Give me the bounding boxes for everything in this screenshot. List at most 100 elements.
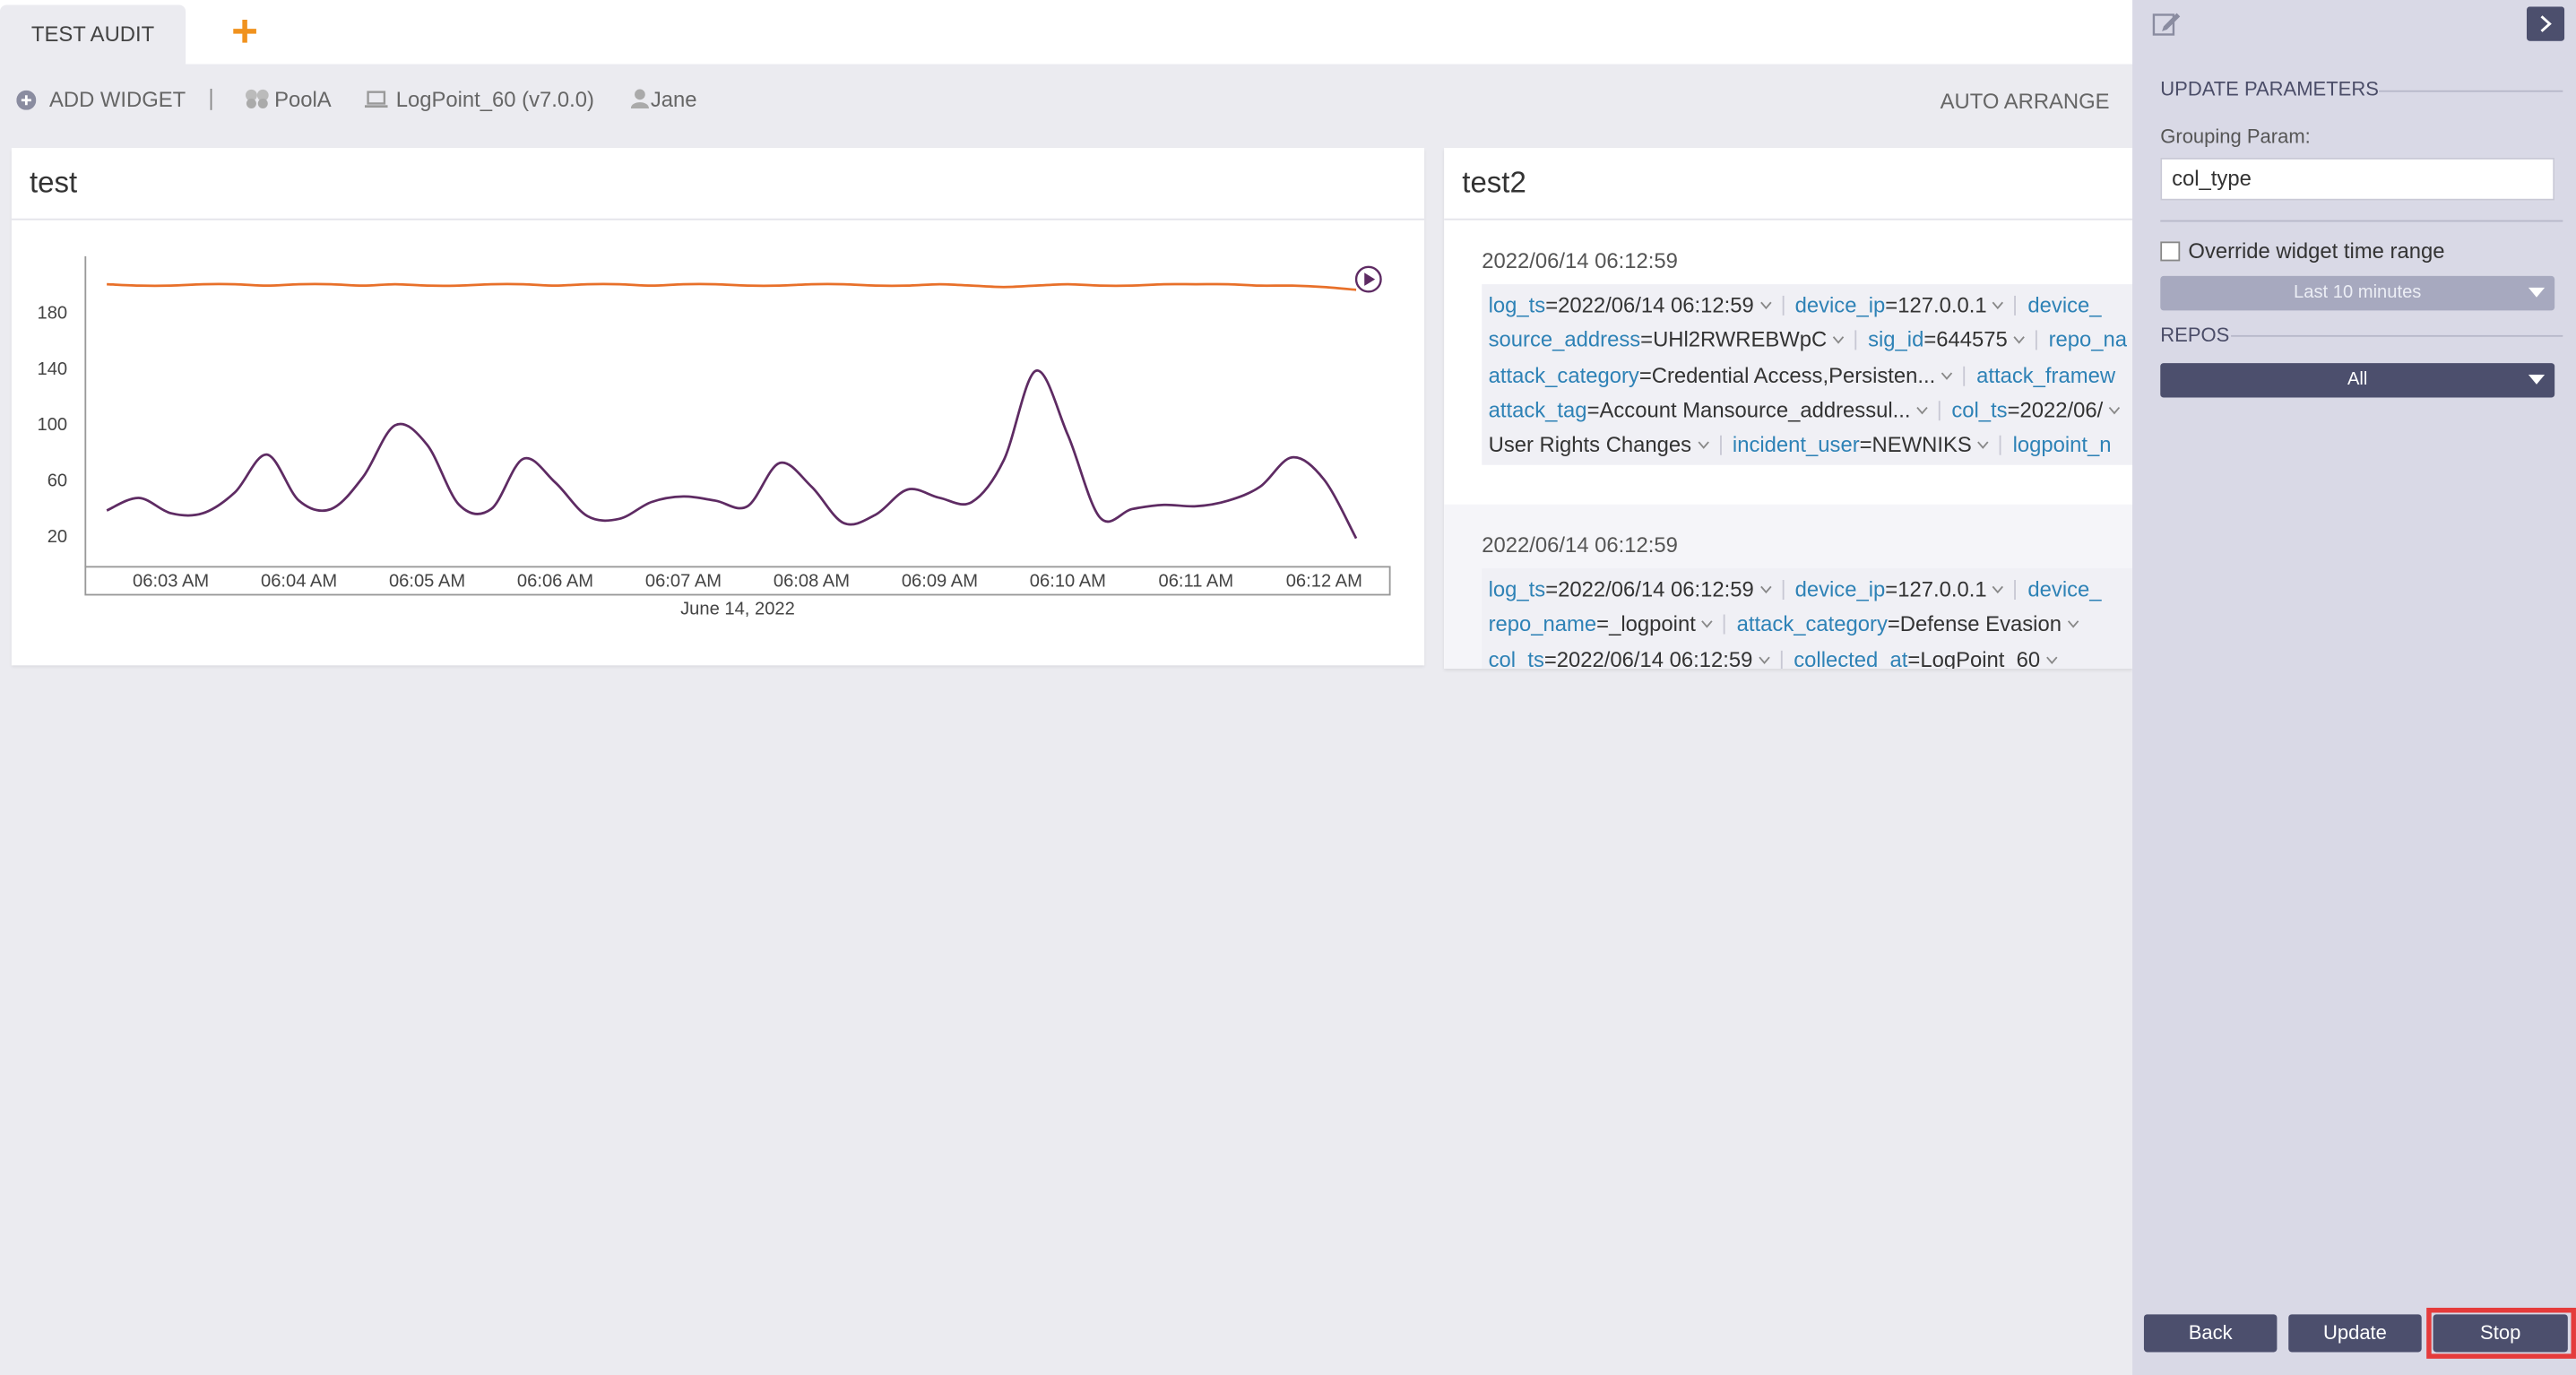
section-title: REPOS: [2160, 324, 2230, 347]
field-menu[interactable]: [1941, 370, 1954, 380]
checkbox[interactable]: [2160, 241, 2181, 262]
field-value: =Credential Access,Persisten...: [1638, 362, 1936, 387]
x-tick-label: 06:06 AM: [517, 571, 593, 591]
log-line: attack_category=Credential Access,Persis…: [1489, 358, 2132, 393]
update-button[interactable]: Update: [2288, 1314, 2422, 1353]
user-icon: [630, 89, 649, 108]
add-widget[interactable]: ADD WIDGET: [48, 87, 186, 112]
edit-icon[interactable]: [2152, 10, 2182, 38]
field-key[interactable]: device_: [2027, 576, 2102, 601]
field-menu[interactable]: [1758, 655, 1771, 665]
log-timestamp: 2022/06/14 06:12:59: [1482, 247, 1678, 273]
log-field: source_address=UHl2RWREBWpC: [1489, 323, 1852, 358]
field-key[interactable]: log_ts: [1488, 576, 1546, 601]
log-line: User Rights Changes incident_user=NEWNIKS…: [1489, 428, 2132, 463]
log-field: attack_category=Credential Access,Persis…: [1489, 358, 1960, 393]
field-key[interactable]: log_ts: [1488, 292, 1546, 317]
field-key[interactable]: collected_at: [1794, 646, 1908, 669]
field-menu[interactable]: [1976, 441, 1990, 451]
pool[interactable]: PoolA: [274, 87, 332, 112]
logpoint[interactable]: LogPoint_60 (v7.0.0): [395, 87, 594, 112]
field-key[interactable]: attack_framew: [1976, 362, 2116, 387]
field-key[interactable]: device_: [2027, 292, 2102, 317]
log-field: collected_at=LogPoint_60: [1780, 648, 2065, 669]
user[interactable]: Jane: [650, 87, 697, 112]
chevron: [1977, 441, 1989, 450]
field-key[interactable]: repo_name: [1488, 611, 1597, 636]
log-field: attack_framew: [1963, 364, 2115, 385]
field-key[interactable]: attack_category: [1488, 362, 1639, 387]
field-key[interactable]: attack_tag: [1488, 397, 1587, 422]
time-range-select[interactable]: Last 10 minutes: [2160, 275, 2555, 311]
y-tick-label: 60: [48, 471, 67, 491]
dropdown-arrow: [2528, 374, 2546, 385]
chevron: [1916, 406, 1928, 415]
field-menu[interactable]: [1915, 406, 1929, 416]
rule: [2231, 334, 2563, 337]
y-tick-label: 100: [38, 415, 68, 435]
field-key[interactable]: repo_na: [2048, 327, 2128, 352]
field-value: =_logpoint: [1596, 611, 1696, 636]
field-value: =2022/06/14 06:12:59: [1545, 292, 1754, 317]
field-key[interactable]: col_ts: [1488, 646, 1544, 669]
y-tick-label: 20: [48, 527, 67, 547]
x-axis-label: June 14, 2022: [680, 600, 795, 619]
log-fields: log_ts=2022/06/14 06:12:59 device_ip=127.…: [1482, 284, 2133, 466]
field-menu[interactable]: [1700, 620, 1714, 630]
chevron: [1701, 620, 1713, 629]
field-menu[interactable]: [1759, 300, 1772, 310]
checkbox-label: Override widget time range: [2188, 238, 2445, 264]
field-menu[interactable]: [1697, 441, 1710, 451]
pool-icon: [246, 89, 269, 108]
field-value: =2022/06/14 06:12:59: [1543, 646, 1753, 669]
field-menu[interactable]: [2108, 406, 2122, 416]
field-key[interactable]: col_ts: [1951, 397, 2008, 422]
chevron: [2013, 336, 2025, 345]
log-line: log_ts=2022/06/14 06:12:59 device_ip=127.…: [1489, 572, 2132, 607]
field-menu[interactable]: [2066, 620, 2079, 630]
log-line: source_address=UHl2RWREBWpC sig_id=644575…: [1489, 323, 2132, 358]
chevron: [1941, 371, 1953, 380]
field-menu[interactable]: [1759, 585, 1772, 595]
log-field: device_: [2014, 294, 2102, 316]
stop-button[interactable]: Stop: [2433, 1314, 2568, 1353]
device-icon: [364, 91, 388, 108]
log-timestamp: 2022/06/14 06:12:59: [1482, 532, 1678, 558]
field-menu[interactable]: [1832, 335, 1846, 345]
x-tick-label: 06:10 AM: [1030, 571, 1106, 591]
auto-arrange[interactable]: AUTO ARRANGE: [1940, 88, 2110, 114]
field-menu[interactable]: [1992, 585, 2005, 595]
log-field: device_: [2014, 578, 2102, 601]
y-tick-label: 140: [38, 359, 68, 379]
chevron: [1832, 336, 1845, 345]
log-entry: 2022/06/14 06:12:59 log_ts=2022/06/14 06:…: [1482, 532, 2133, 669]
chevron: [1993, 585, 2004, 594]
field-key[interactable]: incident_user: [1732, 432, 1860, 457]
back-button[interactable]: Back: [2143, 1314, 2278, 1353]
x-tick-label: 06:08 AM: [774, 571, 850, 591]
grouping-input[interactable]: col_type: [2160, 157, 2555, 201]
tab[interactable]: TEST AUDIT: [0, 4, 186, 65]
field-key[interactable]: source_address: [1488, 327, 1641, 352]
repos-select[interactable]: All: [2160, 363, 2555, 398]
field-menu[interactable]: [2012, 335, 2026, 345]
line-series: [107, 282, 1357, 291]
log-field: device_ip=127.0.0.1: [1781, 294, 2011, 316]
field-key[interactable]: attack_category: [1736, 611, 1888, 636]
rule: [2379, 90, 2563, 92]
field-menu[interactable]: [2045, 655, 2059, 665]
field-key[interactable]: device_ip: [1794, 292, 1886, 317]
field-value: =127.0.0.1: [1885, 292, 1987, 317]
field-key[interactable]: device_ip: [1794, 576, 1886, 601]
add-tab[interactable]: [231, 18, 257, 44]
highlight: [2426, 1307, 2576, 1359]
collapse-button[interactable]: [2527, 6, 2565, 41]
chevron: [2067, 620, 2079, 629]
field-key[interactable]: logpoint_n: [2012, 432, 2112, 457]
log-fields: log_ts=2022/06/14 06:12:59 device_ip=127.…: [1482, 568, 2133, 669]
field-key[interactable]: sig_id: [1868, 327, 1924, 352]
field-value: =2022/06/14 06:12:59: [1545, 576, 1754, 601]
field-menu[interactable]: [1992, 300, 2005, 310]
rule: [2160, 220, 2563, 222]
